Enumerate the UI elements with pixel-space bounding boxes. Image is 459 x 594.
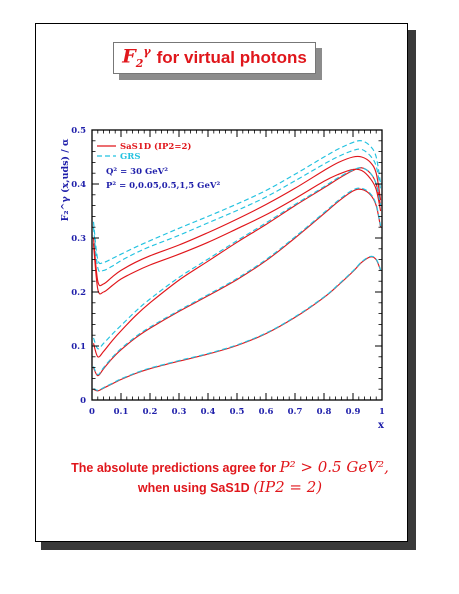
legend-label-sas1d: SaS1D (IP2=2) <box>120 141 191 152</box>
x-tick-label: 0.7 <box>288 407 303 417</box>
x-tick-label: 0.6 <box>259 407 274 417</box>
y-axis-label: F₂^γ (x,uds) / α <box>60 138 71 221</box>
slide-title: F2γ for virtual photons <box>113 42 316 74</box>
y-tick-label: 0.2 <box>71 288 86 298</box>
x-tick-label: 0.5 <box>230 407 245 417</box>
annotation-p2: P² = 0,0.05,0.5,1,5 GeV² <box>106 181 220 191</box>
caption-line-1-math: P² > 0.5 GeV², <box>279 458 389 476</box>
y-tick-label: 0.4 <box>71 180 86 190</box>
x-tick-label: 0.9 <box>346 407 361 417</box>
axis-ticks <box>91 129 383 401</box>
caption: The absolute predictions agree for P² > … <box>40 458 420 498</box>
title-text: for virtual photons <box>156 48 307 67</box>
x-axis-label: x <box>378 420 385 431</box>
caption-line-2: when using SaS1D (IP2 = 2) <box>40 478 420 498</box>
caption-line-1: The absolute predictions agree for P² > … <box>40 458 420 478</box>
sas1d-curve-2 <box>92 167 382 358</box>
x-tick-label: 0.2 <box>143 407 158 417</box>
y-tick-label: 0.1 <box>71 342 86 352</box>
annotation-q2: Q² = 30 GeV² <box>106 167 168 177</box>
caption-line-2-text: when using SaS1D <box>137 481 250 495</box>
y-tick-label: 0.3 <box>71 234 86 244</box>
caption-line-2-math: (IP2 = 2) <box>253 478 323 496</box>
x-tick-label: 0 <box>89 407 95 417</box>
x-tick-label: 1 <box>379 407 385 417</box>
sas1d-curve-0 <box>92 155 382 287</box>
y-tick-labels: 0 0.1 0.2 0.3 0.4 0.5 <box>71 126 86 406</box>
grs-curve-6 <box>92 148 382 273</box>
x-tick-label: 0.4 <box>201 407 216 417</box>
caption-line-1-text: The absolute predictions agree for <box>71 461 277 475</box>
sas1d-curve-3 <box>92 188 382 377</box>
legend-label-grs: GRS <box>120 152 140 162</box>
grs-curve-7 <box>92 167 382 350</box>
sas1d-curve-1 <box>92 168 382 295</box>
x-tick-label: 0.3 <box>172 407 187 417</box>
grs-curve-9 <box>93 255 382 391</box>
grs-curve-8 <box>92 187 382 376</box>
grs-curve-5 <box>92 140 382 265</box>
x-tick-label: 0.8 <box>317 407 332 417</box>
sas1d-curve-4 <box>93 256 382 392</box>
y-tick-label: 0 <box>80 396 86 406</box>
x-tick-labels: 0 0.1 0.2 0.3 0.4 0.5 0.6 0.7 0.8 0.9 1 <box>89 407 385 417</box>
legend: SaS1D (IP2=2) GRS <box>97 141 191 162</box>
title-symbol: F2γ <box>122 45 151 71</box>
x-tick-label: 0.1 <box>114 407 129 417</box>
y-tick-label: 0.5 <box>71 126 86 136</box>
series-curves <box>92 140 382 392</box>
